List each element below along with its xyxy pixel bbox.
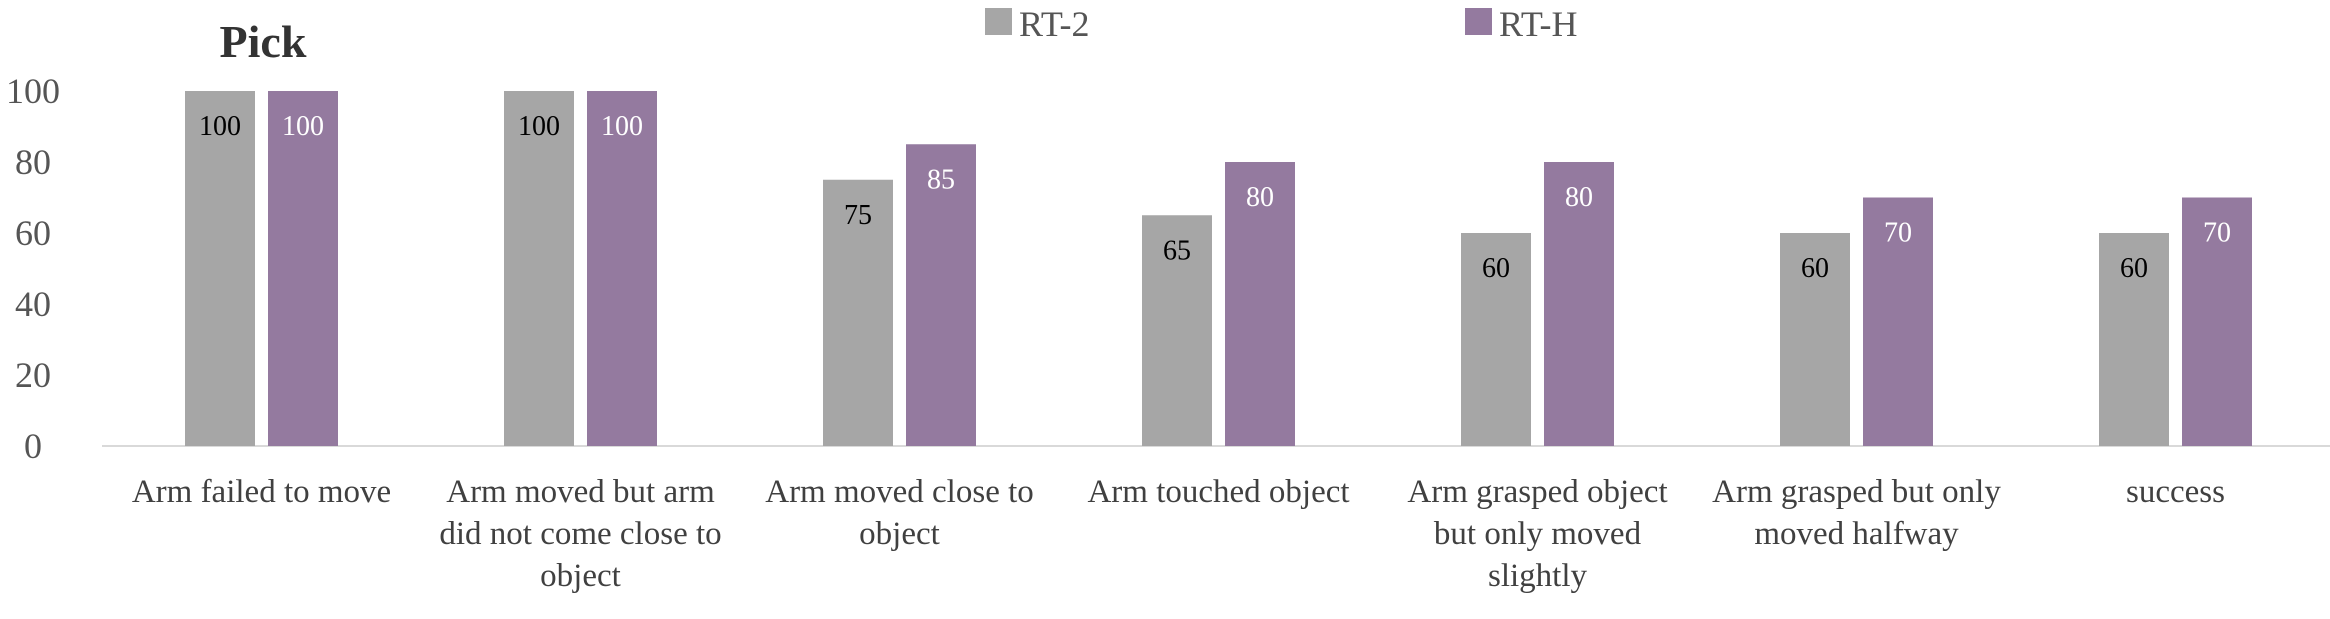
data-label: 70 xyxy=(2203,218,2231,249)
x-tick-label: Arm grasped but only xyxy=(1712,474,2001,510)
legend: RT-2 RT-H xyxy=(985,4,1578,44)
y-tick-label: 40 xyxy=(15,284,51,324)
data-label: 65 xyxy=(1163,235,1191,266)
bar-rt-h xyxy=(1225,162,1295,446)
bar-rt-h xyxy=(587,91,657,446)
y-tick-label: 0 xyxy=(24,426,42,466)
x-tick-label: Arm failed to move xyxy=(132,474,391,510)
bar-rt-h xyxy=(906,144,976,446)
bar-rt-h xyxy=(1863,197,1933,446)
data-label: 60 xyxy=(1482,253,1510,284)
bar-rt-2 xyxy=(1780,233,1850,446)
x-tick-label: object xyxy=(540,558,621,594)
bar-rt-2 xyxy=(823,179,893,446)
x-tick-label: Arm moved close to xyxy=(765,474,1034,510)
y-tick-label: 60 xyxy=(15,213,51,253)
y-tick-label: 20 xyxy=(15,355,51,395)
data-label: 80 xyxy=(1246,182,1274,213)
legend-label: RT-H xyxy=(1499,4,1578,44)
x-tick-label: Arm moved but arm xyxy=(446,474,715,510)
data-label: 100 xyxy=(199,111,241,142)
data-label: 100 xyxy=(518,111,560,142)
bar-rt-2 xyxy=(2099,233,2169,446)
x-tick-label: did not come close to xyxy=(439,516,721,552)
x-tick-label: moved halfway xyxy=(1754,516,1959,552)
bar-rt-2 xyxy=(1461,233,1531,446)
data-label: 100 xyxy=(282,111,324,142)
data-label: 80 xyxy=(1565,182,1593,213)
data-label: 75 xyxy=(844,200,872,231)
bars: 100 100 100 100 75 85 65 80 60 80 60 70 60 70 xyxy=(185,91,2252,446)
bar-rt-2 xyxy=(1142,215,1212,446)
legend-label: RT-2 xyxy=(1019,4,1090,44)
bar-rt-h xyxy=(2182,197,2252,446)
x-axis-labels: Arm failed to move Arm moved but arm did n… xyxy=(132,474,2225,594)
data-label: 100 xyxy=(601,111,643,142)
bar-rt-2 xyxy=(504,91,574,446)
y-tick-label: 80 xyxy=(15,142,51,182)
x-tick-label: object xyxy=(859,516,940,552)
x-tick-label: success xyxy=(2126,474,2225,510)
x-tick-label: slightly xyxy=(1488,558,1588,594)
data-label: 85 xyxy=(927,164,955,195)
x-tick-label: Arm grasped object xyxy=(1407,474,1667,510)
data-label: 60 xyxy=(1801,253,1829,284)
x-tick-label: but only moved xyxy=(1434,516,1642,552)
bar-rt-h xyxy=(268,91,338,446)
data-label: 60 xyxy=(2120,253,2148,284)
x-tick-label: Arm touched object xyxy=(1087,474,1349,510)
data-label: 70 xyxy=(1884,218,1912,249)
chart-title: Pick xyxy=(220,16,307,67)
bar-rt-h xyxy=(1544,162,1614,446)
legend-swatch xyxy=(985,8,1012,35)
y-axis: 0 20 40 60 80 100 xyxy=(6,71,60,466)
legend-swatch xyxy=(1465,8,1492,35)
y-tick-label: 100 xyxy=(6,71,60,111)
bar-rt-2 xyxy=(185,91,255,446)
